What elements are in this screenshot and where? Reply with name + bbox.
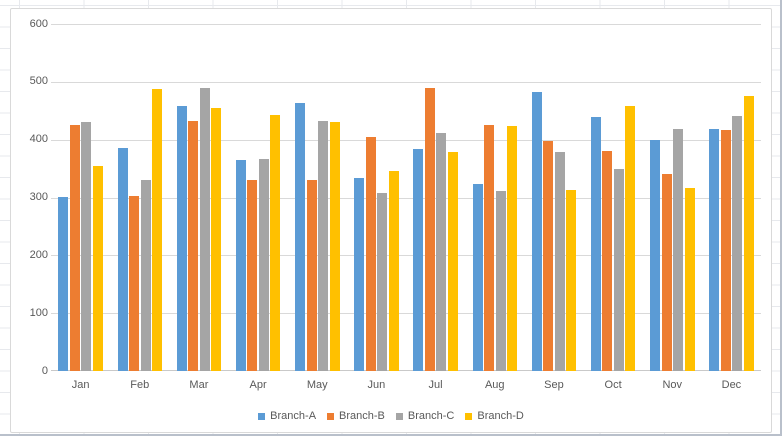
bar-branch-a-feb[interactable]	[117, 148, 128, 371]
window-edge-bottom	[0, 434, 784, 436]
bar-branch-b-aug[interactable]	[484, 125, 494, 371]
bar-branch-d-nov[interactable]	[684, 187, 695, 371]
gridline-400	[51, 139, 761, 141]
bar-branch-a-aug[interactable]	[472, 183, 483, 371]
y-axis[interactable]: 0 100 200 300 400 500 600	[11, 9, 48, 434]
bar-branch-d-mar[interactable]	[211, 108, 222, 371]
bar-branch-c-oct[interactable]	[613, 169, 624, 371]
bar-branch-c-jul[interactable]	[436, 133, 447, 371]
bar-branch-b-nov[interactable]	[661, 174, 672, 371]
x-tick-label-jan: Jan	[71, 379, 90, 391]
bar-branch-b-dec[interactable]	[720, 130, 731, 371]
bar-branch-a-may[interactable]	[295, 102, 305, 371]
bar-branch-c-jun[interactable]	[377, 192, 388, 371]
bar-branch-b-feb[interactable]	[129, 195, 139, 371]
y-tick-label-500: 500	[29, 75, 48, 88]
bar-branch-b-apr[interactable]	[247, 180, 258, 371]
bar-branch-c-dec[interactable]	[732, 115, 743, 371]
x-tick-label-dec: Dec	[721, 379, 742, 391]
bar-branch-a-sep[interactable]	[531, 91, 542, 371]
bar-branch-b-jan[interactable]	[69, 125, 80, 371]
gridline-600	[51, 24, 761, 25]
legend-item-branch-b[interactable]: Branch-B	[327, 410, 385, 423]
bar-branch-c-aug[interactable]	[495, 191, 506, 371]
right-margin	[782, 0, 784, 442]
y-tick-label-100: 100	[29, 306, 48, 319]
bar-branch-c-jan[interactable]	[81, 122, 92, 371]
bar-branch-a-oct[interactable]	[590, 116, 601, 371]
x-axis[interactable]: Jan Feb Mar Apr May Jun Jul Aug Sep Oct Nov Dec	[51, 379, 761, 393]
x-tick-label-may: May	[306, 379, 328, 391]
legend-swatch-icon	[258, 412, 266, 420]
legend-item-branch-d[interactable]: Branch-D	[465, 409, 524, 423]
legend[interactable]: Branch-A Branch-B Branch-C Branch-D	[11, 408, 771, 424]
x-tick-label-jun: Jun	[367, 379, 386, 391]
bar-branch-d-apr[interactable]	[270, 115, 281, 371]
bar-branch-c-sep[interactable]	[554, 152, 565, 371]
legend-swatch-icon	[327, 412, 335, 420]
legend-label: Branch-B	[339, 409, 385, 422]
bar-branch-b-jun[interactable]	[365, 136, 376, 371]
legend-swatch-icon	[395, 412, 403, 420]
gridline-500	[51, 81, 761, 83]
x-tick-label-apr: Apr	[249, 379, 267, 391]
x-tick-label-nov: Nov	[662, 379, 683, 391]
bar-branch-b-jul[interactable]	[424, 88, 435, 371]
bar-branch-d-jan[interactable]	[92, 165, 103, 371]
x-tick-label-aug: Aug	[484, 379, 505, 391]
x-tick-label-oct: Oct	[604, 379, 622, 391]
bar-branch-a-apr[interactable]	[235, 159, 246, 371]
bar-branch-b-mar[interactable]	[188, 121, 199, 371]
plot-area[interactable]	[51, 24, 761, 371]
bar-branch-a-dec[interactable]	[709, 129, 720, 371]
gridline-100	[51, 313, 761, 315]
y-tick-label-300: 300	[29, 191, 48, 203]
gridline-300	[51, 197, 761, 199]
legend-item-branch-c[interactable]: Branch-C	[395, 409, 455, 423]
y-tick-label-0: 0	[41, 364, 48, 377]
bar-branch-d-jun[interactable]	[388, 170, 399, 371]
bar-branch-a-jul[interactable]	[413, 148, 424, 371]
bar-branch-c-nov[interactable]	[673, 129, 683, 371]
y-tick-label-200: 200	[29, 248, 48, 261]
bar-branch-a-jun[interactable]	[354, 178, 365, 371]
legend-label: Branch-C	[407, 409, 455, 422]
legend-swatch-icon	[465, 412, 473, 420]
y-tick-label-600: 600	[29, 17, 48, 30]
bar-branch-c-mar[interactable]	[199, 87, 210, 371]
bar-branch-d-oct[interactable]	[625, 106, 636, 371]
bar-branch-d-sep[interactable]	[566, 189, 577, 371]
bar-branch-c-may[interactable]	[318, 120, 328, 371]
bar-branch-d-dec[interactable]	[743, 96, 754, 371]
bar-branch-c-feb[interactable]	[140, 180, 151, 371]
y-tick-label-400: 400	[29, 133, 48, 146]
bar-branch-c-apr[interactable]	[258, 159, 269, 371]
bar-branch-d-aug[interactable]	[507, 126, 517, 371]
bar-branch-d-feb[interactable]	[152, 89, 162, 371]
x-axis-line	[51, 370, 761, 371]
legend-item-branch-a[interactable]: Branch-A	[258, 410, 316, 423]
bar-branch-b-sep[interactable]	[543, 141, 554, 371]
gridline-200	[51, 255, 761, 257]
x-tick-label-sep: Sep	[544, 379, 564, 391]
bar-branch-d-may[interactable]	[329, 122, 340, 371]
bar-branch-d-jul[interactable]	[447, 152, 458, 371]
x-tick-label-jul: Jul	[428, 379, 443, 391]
bar-branch-a-mar[interactable]	[176, 106, 187, 371]
legend-label: Branch-A	[270, 409, 317, 422]
window-edge-right	[780, 0, 782, 436]
bottom-margin	[0, 436, 784, 442]
x-tick-label-mar: Mar	[189, 379, 209, 391]
bar-branch-b-oct[interactable]	[602, 150, 613, 371]
x-tick-label-feb: Feb	[130, 379, 150, 391]
bar-branch-a-jan[interactable]	[58, 196, 69, 371]
legend-label: Branch-D	[477, 409, 524, 422]
bar-branch-b-may[interactable]	[306, 179, 317, 371]
bar-branch-a-nov[interactable]	[650, 139, 660, 371]
chart-frame[interactable]: 0 100 200 300 400 500 600 Jan Feb Mar Apr May Jun Ju…	[10, 8, 772, 433]
